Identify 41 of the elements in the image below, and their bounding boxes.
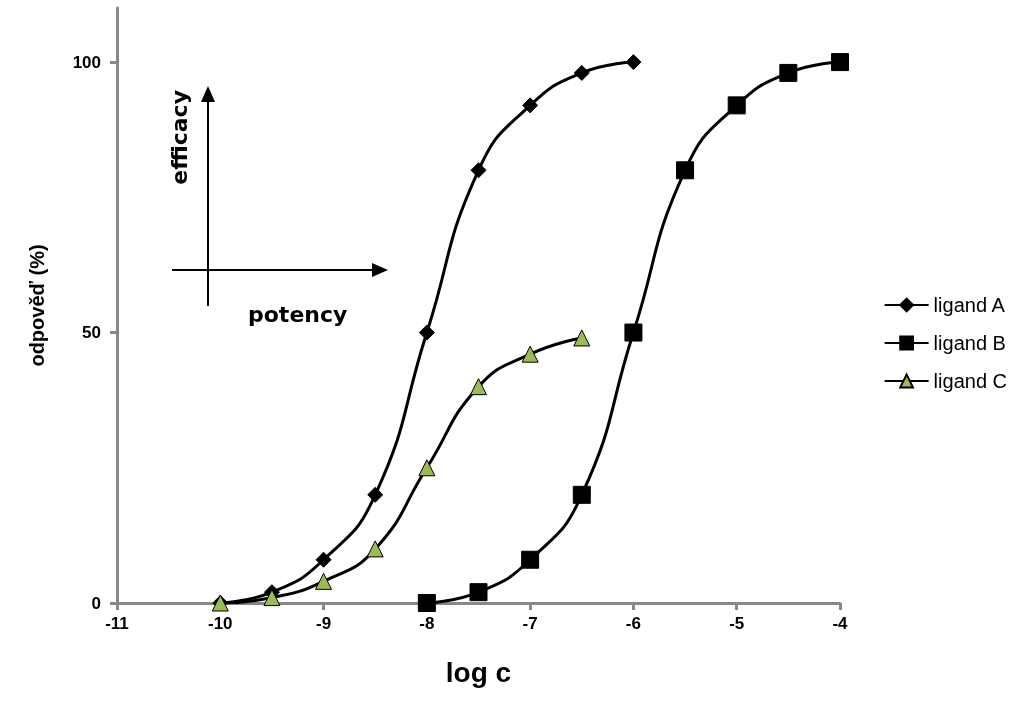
annotation: potency [248,301,348,327]
point [418,324,435,341]
legend-label: ligand A [933,294,1006,316]
y-tick-label: 100 [72,52,101,72]
point [366,540,384,558]
x-tick-label: -4 [832,614,849,633]
point [625,54,642,71]
x-tick-label: -11 [105,614,129,633]
x-tick-label: -6 [625,614,641,633]
point [572,485,591,504]
point [573,64,590,81]
legend-label: ligand C [933,370,1008,392]
point [624,323,643,342]
x-tick-label: -7 [522,614,538,633]
point [418,459,436,477]
point [263,589,281,607]
point [676,161,695,180]
point [522,97,539,114]
point [315,572,333,590]
point [521,345,539,363]
x-tick-label: -8 [419,614,435,633]
point [573,329,591,347]
annotation: efficacy [166,89,192,185]
x-axis-title: log c [445,656,512,688]
point [469,583,488,602]
y-axis-title: odpověď (%) [26,244,48,367]
point [367,486,384,503]
y-tick-label: 0 [91,593,101,613]
point [727,96,746,115]
point [779,63,798,82]
point [470,162,487,179]
x-tick-label: -9 [316,614,332,633]
point [417,594,436,612]
x-tick-label: -10 [208,614,233,633]
point [315,551,332,568]
x-tick-label: -5 [729,614,745,633]
y-tick-label: 50 [82,323,101,343]
point [521,550,540,569]
point [470,378,487,396]
legend-label: ligand B [933,332,1006,354]
point [831,53,849,72]
